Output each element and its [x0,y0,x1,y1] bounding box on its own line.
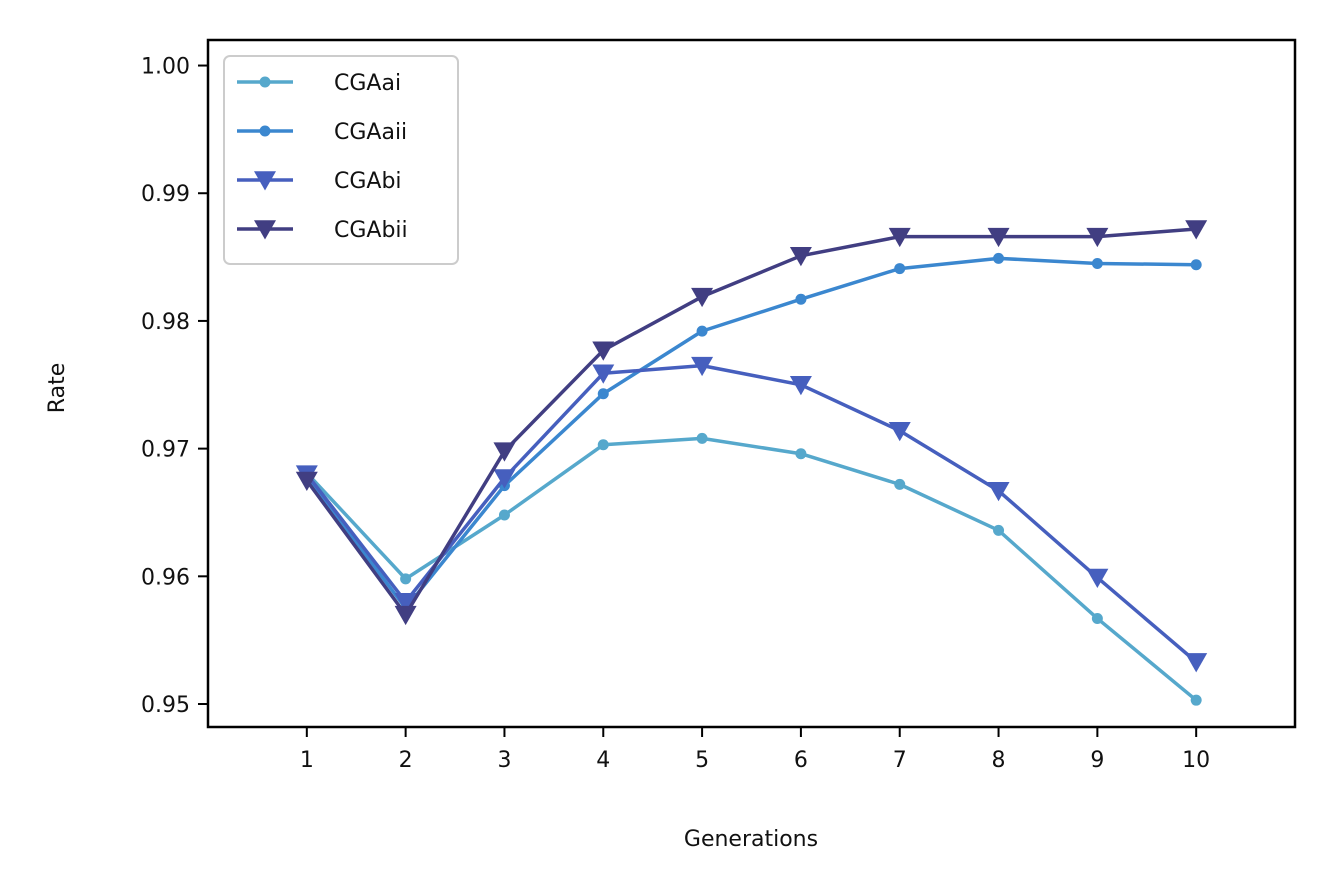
data-point [789,247,812,267]
data-point [795,293,807,305]
legend-label: CGAaii [334,120,407,145]
x-tick-label: 10 [1182,748,1210,773]
data-point [993,524,1005,536]
data-point [1091,612,1103,624]
data-point [888,421,911,442]
x-tick-label: 9 [1090,748,1104,773]
data-point [597,388,609,400]
legend-label: CGAbii [334,218,408,243]
data-point [400,573,412,585]
legend-item: CGAai [237,71,401,96]
legend-swatch-marker [259,76,271,88]
x-axis-title: Generations [684,827,818,852]
data-point [987,481,1010,502]
y-tick-label: 1.00 [141,55,190,80]
data-point [1185,653,1208,673]
legend-swatch-marker [254,220,276,240]
legend-swatch-marker [254,171,276,191]
series-line [305,436,1198,702]
legend-label: CGAbi [334,169,402,194]
series-line [305,363,1198,664]
data-point [888,227,911,248]
y-tick-label: 0.97 [141,438,190,463]
data-point [789,375,812,396]
series-line [305,227,1197,617]
x-tick-label: 3 [497,748,511,773]
x-tick-label: 4 [596,748,610,773]
data-point [592,364,615,384]
legend-swatch-marker [259,125,271,137]
data-point [592,341,615,361]
legend-item: CGAbi [237,169,402,194]
data-point [894,263,906,275]
data-point [1091,257,1103,269]
data-point [295,471,318,491]
data-point [696,432,708,444]
y-tick-label: 0.95 [141,693,190,718]
y-tick-label: 0.96 [141,565,190,590]
data-point [1086,227,1109,248]
series-layer [295,220,1208,706]
data-point [498,509,510,521]
x-tick-label: 1 [300,748,314,773]
legend: CGAai CGAaii CGAbi CGAbii [223,55,459,265]
legend-box [223,55,459,265]
series-line [305,256,1197,610]
legend-item: CGAbii [237,218,408,243]
x-tick-label: 2 [399,748,413,773]
legend-label: CGAai [334,71,401,96]
y-tick-label: 0.98 [141,310,190,335]
data-point [795,448,807,460]
data-point [1190,259,1202,271]
data-point [691,356,714,377]
data-point [691,287,714,308]
x-tick-label: 8 [992,748,1006,773]
data-point [1185,220,1208,240]
data-point [493,469,516,489]
y-axis-title: Rate [45,363,70,413]
data-point [1086,568,1109,589]
data-point [894,478,906,490]
data-point [993,252,1005,264]
data-point [597,439,609,451]
y-axis: 0.95 0.96 0.97 0.98 0.99 1.00 [141,55,208,718]
x-axis: 1 2 3 4 5 6 7 8 9 10 [300,727,1210,773]
plot-frame [206,38,1297,729]
series-CGAbii [295,220,1208,626]
x-tick-label: 5 [695,748,709,773]
data-point [394,605,417,626]
series-CGAbi [295,356,1208,673]
data-point [987,227,1010,248]
data-point [493,442,516,462]
data-point [1190,694,1202,706]
legend-item: CGAaii [237,120,407,145]
x-tick-label: 7 [893,748,907,773]
data-point [394,593,417,613]
y-tick-label: 0.99 [141,182,190,207]
x-tick-label: 6 [794,748,808,773]
data-point [696,325,708,337]
